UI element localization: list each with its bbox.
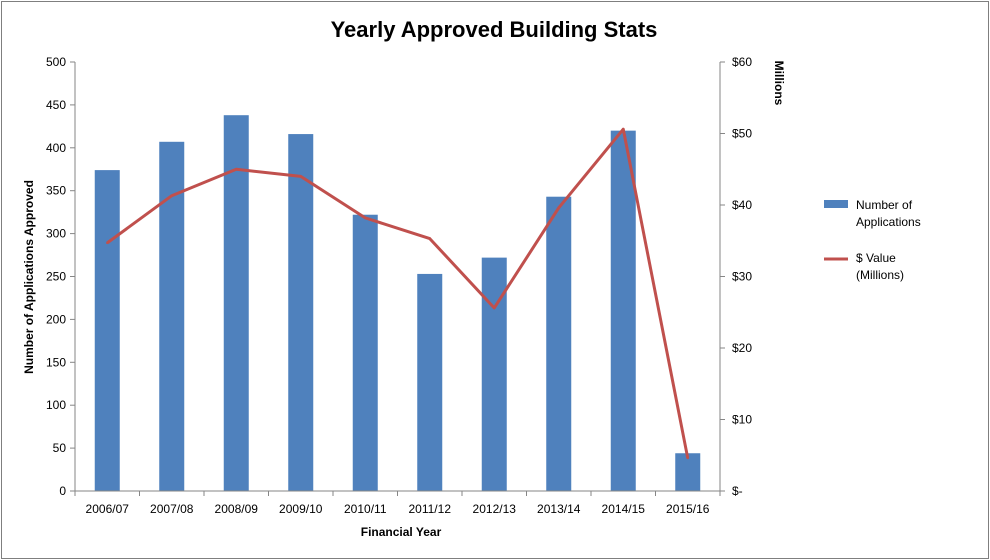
bar-2010-11 — [352, 214, 378, 491]
left-axis-ticks: 0 50 100 150 200 250 300 350 400 450 500 — [46, 55, 75, 498]
value-line — [106, 127, 690, 459]
line-series — [106, 127, 690, 460]
x-tick-label: 2010/11 — [344, 502, 387, 516]
legend-label-value-line2: (Millions) — [856, 268, 904, 282]
y-tick-label: 0 — [59, 484, 66, 498]
y2-tick-label: $20 — [732, 341, 752, 355]
y-tick-label: 300 — [46, 227, 66, 241]
value-point-2008-09 — [235, 168, 238, 171]
bar-2011-12 — [417, 273, 443, 491]
value-point-2013-14 — [557, 206, 560, 210]
bar-2008-09 — [223, 115, 249, 492]
legend-swatch-applications — [824, 200, 848, 208]
y2-tick-label: $50 — [732, 127, 752, 141]
legend-label-applications-line2: Applications — [856, 215, 921, 229]
value-point-2015-16 — [686, 456, 689, 460]
value-point-2011-12 — [428, 237, 431, 240]
value-point-2014-15 — [622, 128, 625, 131]
x-axis-ticks: 2006/07 2007/08 2008/09 2009/10 2010/11 2011/… — [74, 491, 721, 516]
x-tick-label: 2007/08 — [150, 502, 194, 516]
right-axis-ticks: $- $10 $20 $30 $40 $50 $60 — [720, 55, 752, 498]
y-tick-label: 150 — [46, 355, 66, 369]
bar-2006-07 — [94, 170, 120, 491]
y-tick-label: 350 — [46, 184, 66, 198]
y-tick-label: 400 — [46, 141, 66, 155]
bar-2015-16 — [675, 453, 701, 491]
x-tick-label: 2013/14 — [537, 502, 581, 516]
x-tick-label: 2008/09 — [215, 502, 259, 516]
y2-tick-label: $10 — [732, 413, 752, 427]
value-point-2006-07 — [106, 241, 109, 245]
y-axis-title: Number of Applications Approved — [22, 180, 36, 374]
legend-label-applications-line1: Number of — [856, 198, 913, 212]
y-tick-label: 200 — [46, 312, 66, 326]
x-axis-title: Financial Year — [361, 525, 442, 539]
y2-tick-label: $- — [732, 484, 743, 498]
value-point-2009-10 — [299, 175, 302, 178]
y2-tick-label: $60 — [732, 55, 752, 69]
y-tick-label: 500 — [46, 55, 66, 69]
y-tick-label: 250 — [46, 270, 66, 284]
x-tick-label: 2011/12 — [409, 502, 452, 516]
x-tick-label: 2009/10 — [279, 502, 323, 516]
y2-tick-label: $30 — [732, 270, 752, 284]
x-tick-label: 2014/15 — [602, 502, 646, 516]
bar-2013-14 — [546, 196, 572, 491]
bar-series — [94, 115, 701, 492]
y2-axis-title: Millions — [772, 61, 786, 106]
y-tick-label: 450 — [46, 98, 66, 112]
value-point-2007-08 — [170, 194, 173, 197]
y-tick-label: 50 — [53, 441, 67, 455]
chart-title: Yearly Approved Building Stats — [331, 17, 658, 42]
x-tick-label: 2012/13 — [473, 502, 517, 516]
value-point-2010-11 — [364, 216, 367, 220]
bar-2014-15 — [610, 130, 636, 491]
x-tick-label: 2015/16 — [666, 502, 710, 516]
legend-label-value-line1: $ Value — [856, 251, 896, 265]
bar-2009-10 — [288, 134, 314, 491]
y2-tick-label: $40 — [732, 198, 752, 212]
value-point-2012-13 — [493, 306, 496, 310]
x-tick-label: 2006/07 — [86, 502, 130, 516]
y-tick-label: 100 — [46, 398, 66, 412]
legend: Number of Applications $ Value (Millions… — [824, 198, 921, 282]
